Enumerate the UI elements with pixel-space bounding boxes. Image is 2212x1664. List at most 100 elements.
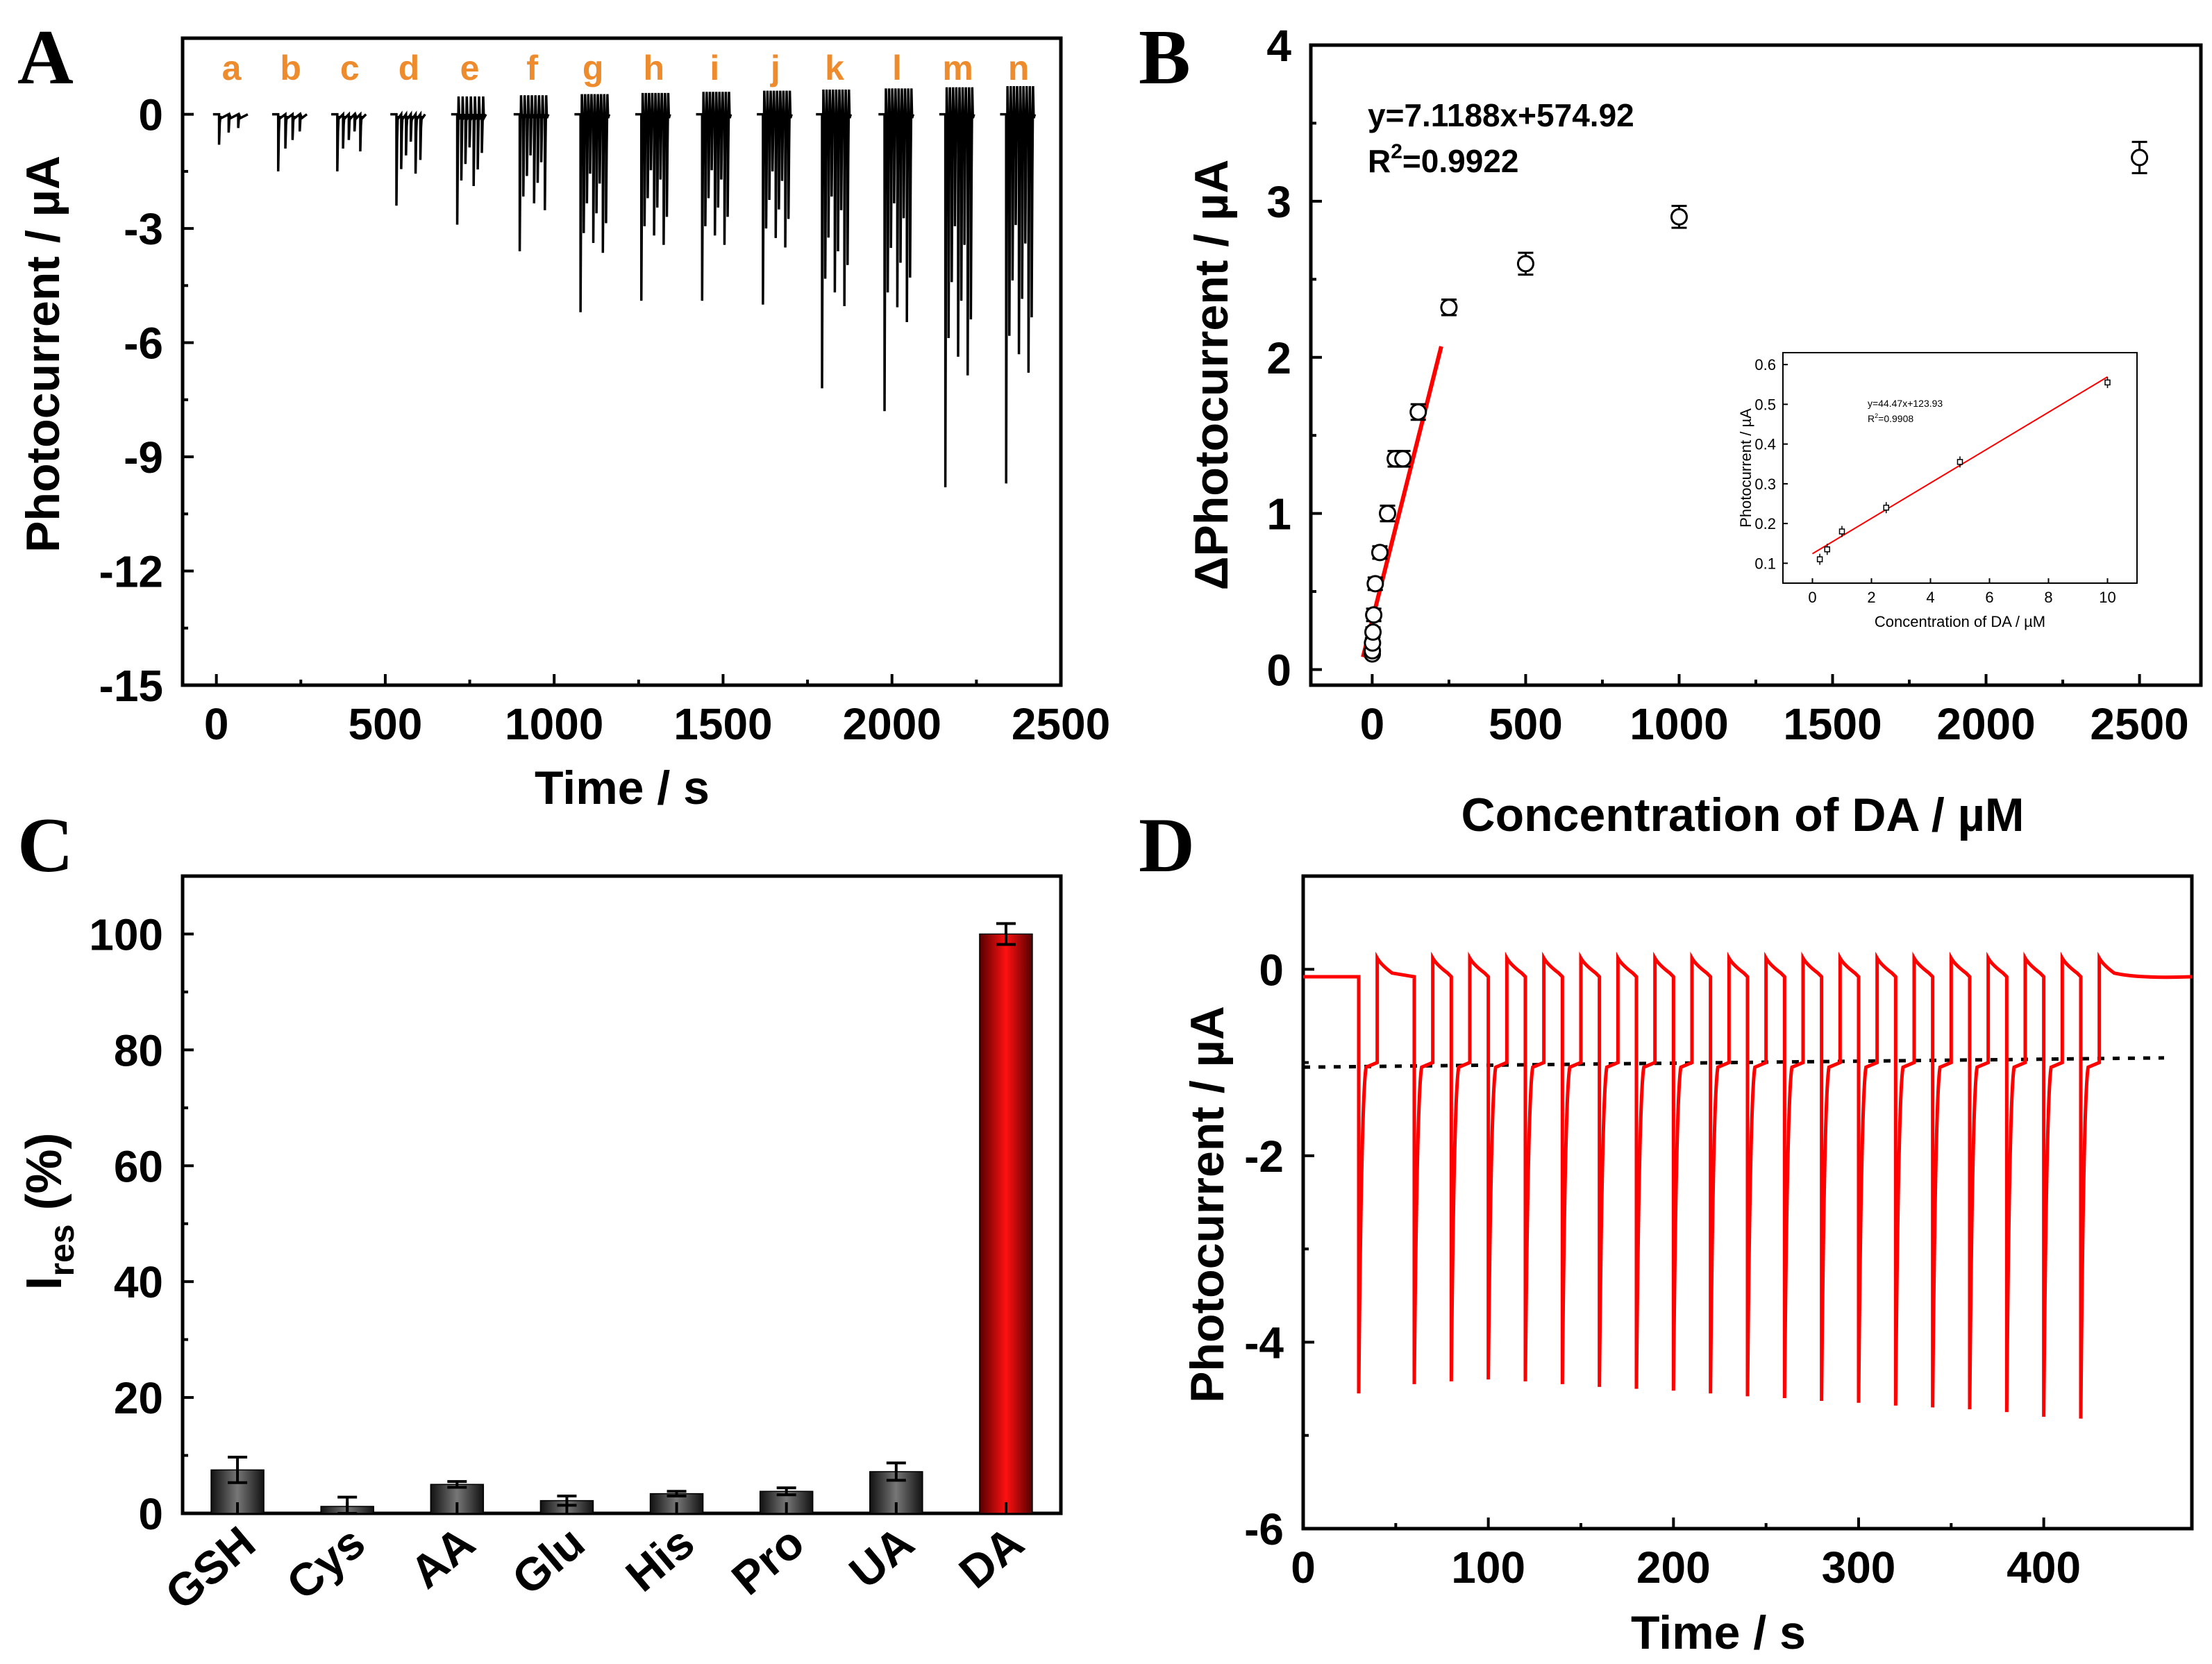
inset-x-tick-label: 8 [2044,589,2052,606]
panel-b-x-tick-label: 0 [1360,699,1385,749]
panel-a-trace [212,86,1037,487]
panel-d-y-tick-label: 0 [1259,945,1284,995]
panel-d-y-tick-label: -2 [1244,1132,1284,1182]
inset-y-tick-label: 0.3 [1754,476,1776,493]
panel-b-y-tick-label: 2 [1266,333,1291,383]
inset-r2-value: =0.9908 [1878,413,1913,424]
panel-d-dashed-reference [1302,1056,2165,1069]
panel-b-data-point [1394,450,1412,468]
panel-a-x-tick-label: 1000 [505,699,603,749]
panel-c-y-tick-label: 0 [138,1489,163,1539]
panel-a-y-tick-label: -9 [124,432,163,482]
inset-y-axis-label: Photocurrent / µA [1737,408,1754,528]
panel-b-inset: 0 2 4 6 8 10 0.1 0.2 0.3 0.4 0.5 0.6 y=44.47x+123.9… [1737,352,2138,630]
inset-x-tick-label: 10 [2099,589,2115,606]
segment-label-e: e [460,49,480,87]
panel-b-data-point [1409,403,1427,421]
panel-b-y-tick-label: 0 [1266,646,1291,696]
inset-data-point [1816,556,1823,562]
inset-data-point [1957,459,1963,465]
inset-data-point [1838,528,1845,535]
inset-ticks: 0 2 4 6 8 10 0.1 0.2 0.3 0.4 0.5 0.6 [1754,356,2115,606]
segment-label-d: d [399,49,420,87]
inset-x-tick-label: 6 [1985,589,1993,606]
panel-c-ticks: 0 20 40 60 80 100 [89,909,194,1539]
panel-a-y-tick-label: -15 [99,661,164,711]
panel-a-ticks: 0 500 1000 1500 2000 2500 0 -3 -6 -9 -12 -15 [99,90,1111,749]
panel-a-x-tick-label: 0 [204,699,229,749]
panel-b: B 0 500 1000 1500 2000 2500 0 1 2 3 4 y=7.1188x+57… [1139,15,2203,841]
segment-label-l: l [892,49,902,87]
inset-y-tick-label: 0.4 [1754,436,1776,453]
panel-d-trace [1303,951,2193,1419]
panel-d-y-axis-label: Photocurrent / µA [1181,1006,1234,1403]
panel-c-letter: C [17,802,74,889]
panel-a-x-axis-label: Time / s [535,762,710,814]
segment-label-m: m [942,49,973,87]
panel-b-x-axis-label: Concentration of DA / µM [1461,789,2024,841]
inset-x-axis-label: Concentration of DA / µM [1875,613,2045,630]
panel-c-plot-frame [181,874,1063,1515]
panel-d-dashed-line [1302,1056,2165,1069]
panel-b-x-tick-label: 1500 [1783,699,1882,749]
panel-d-ticks: 0 100 200 300 400 0 -2 -4 -6 [1244,945,2081,1592]
panel-a-y-tick-label: -12 [99,547,164,597]
panel-a-x-tick-label: 2500 [1012,699,1110,749]
panel-b-data-point [1364,623,1382,641]
segment-label-c: c [340,49,360,87]
panel-a-y-tick-label: -6 [124,319,163,369]
panel-d-x-tick-label: 100 [1451,1543,1525,1592]
panel-b-data-point [2131,149,2149,167]
bar-DA [979,933,1033,1514]
inset-y-tick-label: 0.6 [1754,356,1776,373]
inset-x-tick-label: 0 [1808,589,1816,606]
panel-b-y-axis-label: ΔPhotocurrent / µA [1185,160,1238,591]
panel-d-x-tick-label: 400 [2006,1543,2081,1592]
panel-b-data-point [1366,575,1384,593]
panel-a-y-tick-label: -3 [124,204,163,254]
panel-b-fit-line-path [1361,346,1443,658]
inset-equation: y=44.47x+123.93 [1868,398,1943,409]
segment-label-n: n [1008,49,1030,87]
panel-a-letter: A [17,15,74,101]
panel-d-x-tick-label: 0 [1291,1543,1316,1592]
panel-b-data-point [1371,544,1389,562]
panel-d-y-tick-label: -4 [1244,1318,1284,1368]
panel-b-ticks: 0 500 1000 1500 2000 2500 0 1 2 3 4 [1266,21,2188,749]
panel-d-photocurrent-trace [1303,951,2193,1419]
panel-c-ylabel-main: I [17,1277,72,1291]
inset-points [1816,376,2111,565]
panel-b-r2-sup: 2 [1391,140,1402,163]
panel-b-data-point [1379,505,1397,523]
panel-c-y-tick-label: 40 [114,1257,163,1307]
inset-y-tick-label: 0.1 [1754,555,1776,572]
panel-b-fit-line [1361,346,1443,658]
panel-b-x-tick-label: 2000 [1936,699,2035,749]
panel-c-y-tick-label: 80 [114,1025,163,1075]
panel-c-y-tick-label: 60 [114,1141,163,1191]
panel-a-x-tick-label: 2000 [843,699,941,749]
panel-b-y-tick-label: 3 [1266,177,1291,227]
segment-label-j: j [770,49,780,87]
panel-a-plot-frame [181,36,1063,687]
panel-b-data-point [1365,606,1383,624]
inset-data-point [1824,546,1830,553]
panel-b-r2-value: =0.9922 [1402,143,1519,179]
segment-label-g: g [583,49,604,87]
panel-b-data-point [1670,208,1688,226]
panel-c-bars [210,922,1033,1515]
panel-c-ylabel-tail: (%) [17,1132,72,1224]
inset-data-point [1883,504,1889,511]
panel-b-y-tick-label: 1 [1266,489,1291,539]
panel-b-r2: R2=0.9922 [1368,140,1518,179]
panel-d-plot-frame [1301,874,2194,1531]
inset-x-tick-label: 2 [1867,589,1875,606]
panel-b-x-tick-label: 2500 [2090,699,2188,749]
panel-d-y-tick-label: -6 [1244,1504,1284,1554]
panel-a-y-tick-label: 0 [138,90,163,140]
panel-b-y-tick-label: 4 [1266,21,1291,71]
